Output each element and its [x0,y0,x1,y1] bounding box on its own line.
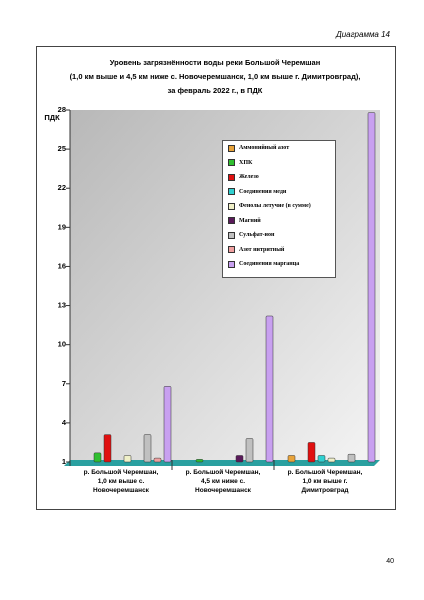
bar [103,434,112,463]
x-tick-label: р. Большой Черемшан, 4,5 км ниже с. Ново… [185,469,261,494]
bar [163,386,172,463]
legend-label: Сульфат-ион [239,232,275,239]
legend: Аммонийный азот ХПК Железо Соединения меди Ф… [222,140,336,278]
legend-swatch [228,246,235,254]
legend-item: Аммонийный азот [223,141,335,156]
y-tick-label: 4 [62,418,67,427]
bar [347,453,356,463]
legend-swatch [228,144,235,152]
y-tick-label: 22 [58,183,66,192]
bar [143,434,152,463]
y-tick-label: 16 [58,261,66,270]
y-tick-label: 28 [58,105,66,114]
legend-swatch [228,260,235,268]
bar [327,457,336,463]
bar [123,455,132,463]
bar [235,455,244,463]
legend-label: ХПК [239,159,253,166]
y-axis-label: ПДК [44,113,60,122]
y-tick-label: 19 [58,222,66,231]
x-tick-label: р. Большой Черемшан, 1,0 км выше г. Дими… [287,469,363,494]
y-tick-label: 7 [62,379,66,388]
legend-label: Магний [239,217,261,224]
legend-item: Азот нитритный [223,243,335,258]
bar [245,438,254,463]
chart-frame [36,46,396,510]
legend-swatch [228,159,235,167]
legend-label: Фенолы летучие (в сумме) [239,203,311,210]
bar [367,112,376,463]
legend-item: Фенолы летучие (в сумме) [223,199,335,214]
legend-item: Соединения меди [223,185,335,200]
legend-item: ХПК [223,156,335,171]
y-tick-label: 10 [58,340,66,349]
bar [265,315,274,463]
legend-item: Магний [223,214,335,229]
bar [307,442,316,463]
legend-item: Сульфат-ион [223,228,335,243]
bar [287,455,296,463]
legend-label: Железо [239,174,259,181]
legend-item: Соединения марганца [223,257,335,272]
y-tick-label: 25 [58,144,66,153]
legend-label: Аммонийный азот [239,145,290,152]
legend-swatch [228,188,235,196]
legend-label: Соединения марганца [239,261,300,268]
legend-swatch [228,202,235,210]
legend-swatch [228,217,235,225]
legend-swatch [228,173,235,181]
chart-title: Уровень загрязнённости воды реки Большой… [69,58,361,95]
legend-swatch [228,231,235,239]
bar [195,459,204,463]
y-tick-label: 13 [58,301,66,310]
bar [93,452,102,463]
bar [153,457,162,463]
legend-item: Железо [223,170,335,185]
y-tick-label: 1 [62,457,66,466]
header: Диаграмма 14 [336,30,390,39]
page-number: 40 [386,558,394,565]
bar [317,455,326,463]
legend-label: Азот нитритный [239,246,285,253]
floor [64,460,380,466]
legend-label: Соединения меди [239,188,287,195]
x-tick-label: р. Большой Черемшан, 1,0 км выше с. Ново… [83,469,159,494]
